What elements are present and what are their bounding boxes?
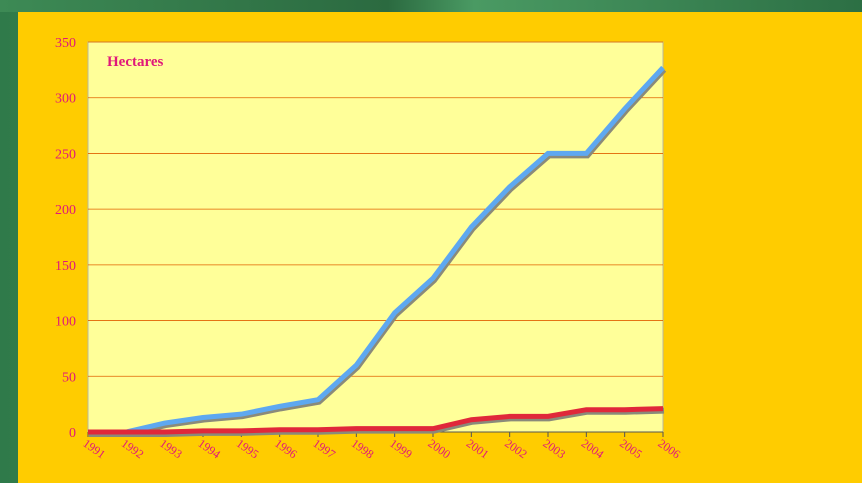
y-tick-label: 100 (55, 315, 76, 330)
x-tick-label: 1991 (80, 436, 108, 461)
x-tick-label: 1996 (272, 436, 300, 461)
chart-slide: 0 50 100 150 200 250 300 350 1991 1992 1993 1994 19… (18, 12, 862, 483)
x-tick-label: 1998 (349, 436, 377, 461)
x-tick-label: 2006 (655, 436, 683, 461)
y-axis-ticks: 0 50 100 150 200 250 300 350 (55, 36, 76, 441)
gridlines (88, 41, 663, 433)
y-tick-label: 300 (55, 92, 76, 107)
y-tick-label: 350 (55, 36, 76, 51)
chart-annotation: Hectares (107, 54, 164, 70)
series-lines (88, 65, 667, 437)
x-tick-label: 2005 (617, 436, 645, 461)
background-strip (0, 0, 862, 12)
y-tick-label: 0 (69, 426, 76, 441)
x-tick-label: 1992 (119, 436, 147, 461)
x-tick-label: 2001 (464, 436, 492, 461)
x-tick-label: 1999 (387, 436, 415, 461)
series-line-2 (88, 406, 664, 435)
y-tick-label: 50 (62, 370, 76, 385)
x-tick-label: 2002 (502, 436, 530, 461)
x-tick-label: 2000 (425, 436, 453, 461)
y-tick-label: 250 (55, 147, 76, 162)
x-tick-label: 1995 (234, 436, 262, 461)
x-tick-label: 1994 (195, 436, 223, 461)
y-tick-label: 200 (55, 203, 76, 218)
x-tick-label: 1993 (157, 436, 185, 461)
plot-area (87, 41, 664, 433)
x-tick-label: 2003 (540, 436, 568, 461)
x-tick-label: 1997 (310, 436, 338, 461)
line-chart: 0 50 100 150 200 250 300 350 1991 1992 1993 1994 19… (55, 36, 683, 461)
y-tick-label: 150 (55, 259, 76, 274)
x-tick-label: 2004 (579, 436, 607, 461)
series-line-1 (88, 65, 665, 435)
